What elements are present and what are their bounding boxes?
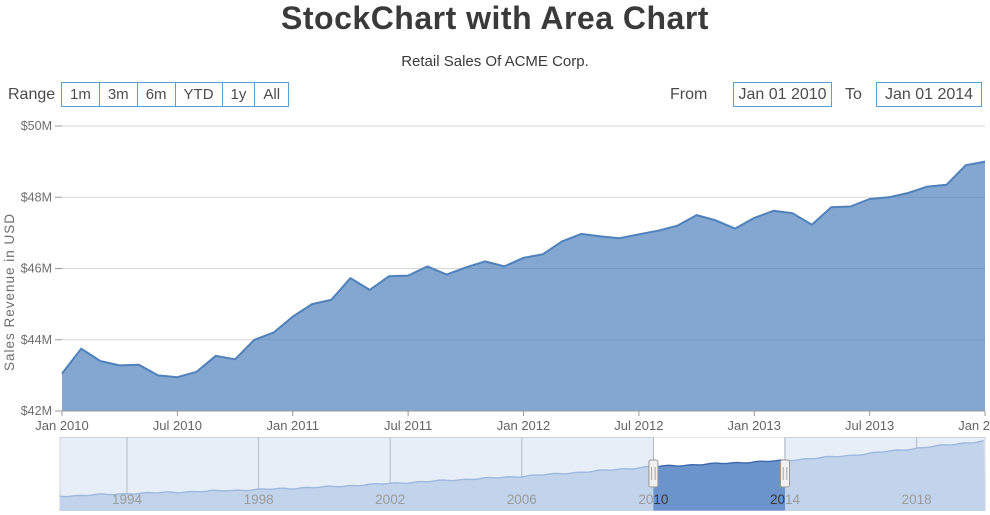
x-tick-label: Jul 2010 <box>153 418 202 433</box>
x-tick-label: Jul 2012 <box>614 418 663 433</box>
nav-year-label: 1998 <box>244 492 274 507</box>
nav-area-line <box>59 439 984 498</box>
x-tick-label: Jul 2013 <box>845 418 894 433</box>
range-button-group: 1m 3m 6m YTD 1y All <box>61 82 290 107</box>
y-tick-label: $46M <box>21 262 52 276</box>
y-tick-label: $48M <box>21 190 52 204</box>
x-tick-label: Jan 2011 <box>266 418 319 433</box>
range-button-1m[interactable]: 1m <box>61 82 100 107</box>
nav-handle-left[interactable] <box>648 459 659 488</box>
range-button-ytd[interactable]: YTD <box>174 82 223 107</box>
x-tick-label: Jan 2010 <box>35 418 89 433</box>
x-tick-label: Jan 2013 <box>728 418 782 433</box>
nav-year-label: 2006 <box>507 492 537 507</box>
nav-year-label: 2010 <box>638 492 668 507</box>
nav-year-label: 2018 <box>902 492 932 507</box>
from-date-input[interactable] <box>733 82 832 107</box>
nav-handle-right[interactable] <box>780 459 790 488</box>
y-tick-label: $44M <box>21 333 52 347</box>
nav-area-fill <box>653 460 786 511</box>
x-tick-label: Jul 2011 <box>384 418 432 433</box>
nav-year-label: 1994 <box>112 492 143 507</box>
range-button-6m[interactable]: 6m <box>136 82 176 107</box>
range-button-3m[interactable]: 3m <box>98 82 138 107</box>
nav-year-label: 2014 <box>770 492 801 507</box>
area-series-line <box>61 160 986 379</box>
x-tick-label: Jan 2 <box>958 418 990 433</box>
y-tick-label: $50M <box>21 119 52 133</box>
area-series-fill <box>62 161 985 411</box>
x-tick-label: Jan 2012 <box>497 418 551 433</box>
y-axis-title: Sales Revenue in USD <box>2 213 17 371</box>
range-button-all[interactable]: All <box>254 82 290 107</box>
range-button-1y[interactable]: 1y <box>221 82 256 107</box>
to-label: To <box>845 86 862 103</box>
range-navigator[interactable]: 1994 1998 2002 2006 2010 2014 20181994 1998 2002… <box>0 437 990 515</box>
navigator-selected-window[interactable]: 1994 1998 2002 2006 2010 2014 2018 <box>60 437 985 511</box>
from-label: From <box>670 86 708 103</box>
chart-subtitle: Retail Sales Of ACME Corp. <box>401 53 589 70</box>
y-tick-label: $42M <box>21 404 52 418</box>
chart-title: StockChart with Area Chart <box>281 0 709 36</box>
range-label: Range <box>8 86 56 103</box>
nav-year-label: 2002 <box>375 492 405 507</box>
to-date-input[interactable] <box>876 82 982 107</box>
